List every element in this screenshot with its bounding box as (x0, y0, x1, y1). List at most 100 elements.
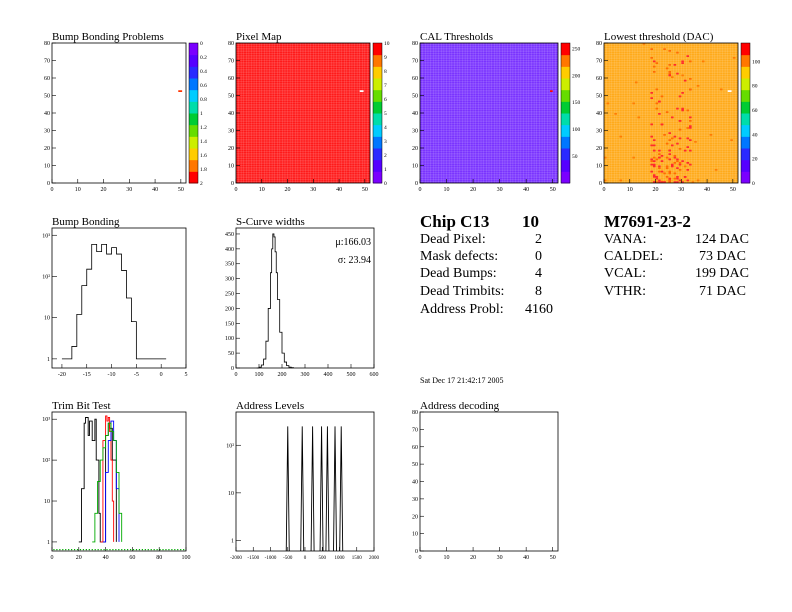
y-tick-label: 80 (596, 41, 602, 47)
x-tick-label: 50 (550, 555, 556, 561)
color-scale-step (741, 124, 750, 137)
floor-dot (97, 549, 99, 551)
heatmap-cell (606, 102, 610, 105)
chip-row-value: 0 (535, 249, 542, 264)
heatmap-cell (652, 60, 656, 63)
color-scale-step (373, 54, 382, 67)
color-scale-label: 1.8 (200, 167, 207, 173)
floor-dot (150, 549, 152, 551)
heatmap-cell (658, 156, 661, 159)
chart-trim_bit_test: Trim Bit Test 0 20 40 60 80 100 1 10 10² 10³ (42, 400, 190, 561)
floor-dot (68, 549, 70, 551)
chart-bump_bonding: Bump Bonding -20 -15 -10 -5 0 5 1 10 10² 10³ (42, 216, 187, 378)
color-scale-step (561, 66, 570, 79)
x-tick-label: 60 (129, 555, 135, 561)
color-scale-step (561, 113, 570, 126)
heatmap-cell (673, 156, 677, 159)
heatmap-cell (689, 60, 692, 63)
heatmap-cell (673, 64, 677, 66)
color-scale-step (189, 89, 198, 102)
color-scale-label: 0 (752, 181, 755, 187)
x-tick-label: 40 (152, 187, 158, 193)
heatmap-cell (614, 113, 617, 115)
heatmap-cell (665, 67, 669, 70)
x-tick-label: -10 (108, 372, 116, 378)
y-tick-label: 0 (415, 549, 418, 555)
heatmap-cell (689, 139, 692, 141)
heatmap-cell (668, 158, 671, 161)
heatmap-cell (650, 48, 653, 50)
color-scale-label: 8 (384, 69, 387, 75)
floor-dot (91, 549, 93, 551)
color-scale-label: 2 (200, 181, 203, 187)
heatmap-cell (650, 92, 653, 94)
floor-dot (121, 549, 123, 551)
heatmap-cell (673, 162, 677, 164)
heatmap-cell (676, 142, 679, 145)
heatmap-cell (652, 163, 656, 166)
color-scale-step (373, 124, 382, 137)
x-tick-label: -15 (83, 372, 91, 378)
color-scale-step (561, 89, 570, 102)
chart-title: CAL Thresholds (420, 31, 493, 43)
color-scale-step (561, 101, 570, 114)
heatmap-cell (678, 179, 682, 182)
y-tick-label: 60 (228, 76, 234, 82)
x-tick-label: 0 (603, 187, 606, 193)
heatmap-cell (696, 85, 700, 87)
color-scale-label: 40 (752, 132, 758, 138)
heatmap-cell (686, 179, 690, 182)
y-tick-label: 10² (226, 443, 234, 449)
heatmap-cell (668, 177, 671, 180)
heatmap-cell (671, 163, 674, 166)
color-scale-label: 0.4 (200, 69, 207, 75)
color-scale-label: 10 (384, 41, 390, 47)
floor-dot (177, 549, 179, 551)
heatmap-cell (658, 179, 661, 182)
y-tick-label: 0 (599, 181, 602, 187)
floor-dot (112, 549, 114, 551)
heatmap-cell (668, 170, 671, 173)
floor-dot (141, 549, 143, 551)
floor-dot (59, 549, 61, 551)
heatmap-cell (663, 172, 666, 175)
color-scale-step (373, 136, 382, 149)
heatmap-cell (660, 160, 664, 162)
heatmap-cell (673, 172, 677, 175)
heatmap-cell (658, 100, 661, 103)
color-scale-step (373, 101, 382, 114)
color-scale-label: 3 (384, 139, 387, 145)
x-tick-label: 500 (347, 372, 356, 378)
color-scale-step (373, 148, 382, 161)
heatmap-cell (668, 153, 671, 155)
heatmap-cell (683, 79, 687, 82)
floor-dot (156, 549, 158, 551)
color-scale-step (741, 148, 750, 161)
floor-dot (65, 549, 67, 551)
heatmap-cell (665, 167, 669, 169)
color-scale-frame (560, 42, 571, 184)
x-tick-label: 2000 (369, 556, 380, 561)
histogram-line (256, 233, 294, 369)
heatmap-cell (652, 139, 656, 141)
heatmap-cell (652, 65, 656, 68)
y-tick-label: 50 (596, 94, 602, 100)
stat-sigma: σ: 23.94 (338, 255, 371, 266)
heatmap-cell (660, 95, 664, 98)
x-tick-label: 40 (523, 555, 529, 561)
color-scale-step (189, 101, 198, 114)
heatmap-cell (681, 92, 684, 94)
heatmap-cell (668, 64, 671, 66)
y-tick-label: 10 (44, 499, 50, 505)
color-scale-label: 150 (572, 100, 581, 106)
color-scale-step (189, 159, 198, 172)
chart-pixel_map: Pixel Map 0 10 20 30 40 50 0 10 20 30 40 50 60 70 80 0 1 2… (228, 31, 390, 193)
floor-dot (127, 549, 129, 551)
color-scale-label: 2 (384, 153, 387, 159)
floor-dot (168, 549, 170, 551)
x-tick-label: 50 (730, 187, 736, 193)
x-tick-label: 40 (704, 187, 710, 193)
y-tick-label: 50 (412, 462, 418, 468)
chip-row: Mask defects: (420, 249, 499, 264)
heatmap-cell (652, 156, 656, 159)
